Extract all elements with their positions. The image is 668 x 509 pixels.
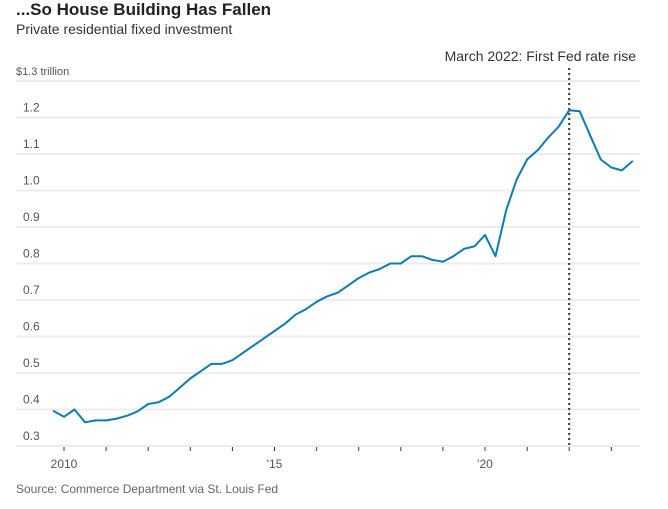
data-point — [294, 313, 297, 316]
chart-title: ...So House Building Has Fallen — [16, 0, 272, 19]
y-tick-label: 0.9 — [23, 210, 40, 224]
data-point — [484, 234, 486, 236]
data-point — [136, 410, 139, 413]
data-point — [452, 255, 455, 257]
source-note: Source: Commerce Department via St. Loui… — [16, 482, 279, 496]
y-tick-label: 1.2 — [23, 101, 40, 115]
data-point — [389, 262, 392, 265]
data-point — [400, 262, 402, 265]
data-point — [557, 125, 560, 128]
data-point — [84, 421, 86, 424]
data-point — [494, 255, 497, 257]
data-point — [105, 419, 107, 422]
data-point — [252, 344, 255, 347]
data-point — [410, 255, 413, 257]
data-point — [63, 416, 65, 418]
data-point — [231, 359, 234, 362]
data-point — [157, 401, 160, 404]
data-point — [221, 363, 223, 365]
data-series-line — [53, 109, 634, 424]
data-point — [147, 403, 149, 405]
x-tick-label: '15 — [267, 457, 283, 471]
y-tick-label: 0.7 — [23, 283, 40, 297]
data-point — [315, 301, 318, 303]
data-point — [273, 330, 276, 332]
data-point — [178, 386, 181, 389]
data-point — [378, 268, 381, 270]
data-point — [578, 110, 581, 113]
data-point — [336, 291, 339, 294]
data-point — [115, 417, 118, 420]
data-point — [589, 134, 592, 137]
data-point — [599, 158, 602, 161]
x-tick-label: '20 — [477, 457, 493, 471]
data-point — [347, 284, 349, 287]
data-point — [515, 178, 518, 181]
data-point — [242, 352, 244, 354]
data-point — [126, 414, 128, 417]
data-point — [189, 377, 192, 380]
data-point — [568, 109, 570, 111]
data-point — [73, 408, 76, 411]
data-point — [505, 209, 507, 212]
data-point — [631, 160, 634, 163]
y-tick-label: 0.3 — [23, 429, 40, 443]
y-tick-label: $1.3 trillion — [16, 66, 69, 78]
data-point — [200, 370, 202, 372]
y-tick-label: 0.6 — [23, 320, 40, 334]
data-point — [442, 260, 444, 263]
data-point — [431, 259, 434, 261]
data-point — [536, 149, 539, 152]
annotation-label: March 2022: First Fed rate rise — [445, 48, 637, 64]
data-point — [621, 169, 623, 172]
data-point — [357, 277, 360, 279]
data-point — [168, 395, 171, 398]
x-tick-label: 2010 — [51, 457, 78, 471]
data-point — [421, 255, 423, 257]
data-point — [473, 245, 476, 248]
data-point — [526, 158, 528, 161]
y-tick-label: 1.1 — [23, 137, 40, 151]
data-point — [210, 363, 213, 365]
chart-subtitle: Private residential fixed investment — [16, 21, 233, 37]
y-tick-label: 0.4 — [23, 393, 40, 407]
data-point — [284, 322, 286, 325]
data-point — [610, 166, 613, 169]
data-point — [305, 308, 307, 310]
data-point — [94, 419, 97, 422]
data-point — [547, 136, 549, 139]
data-point — [368, 271, 371, 274]
data-point — [52, 410, 55, 412]
data-point — [463, 248, 465, 250]
data-point — [326, 295, 328, 298]
y-tick-label: 0.8 — [23, 247, 40, 261]
y-tick-label: 0.5 — [23, 356, 40, 370]
data-point — [263, 337, 265, 340]
y-tick-label: 1.0 — [23, 174, 40, 188]
